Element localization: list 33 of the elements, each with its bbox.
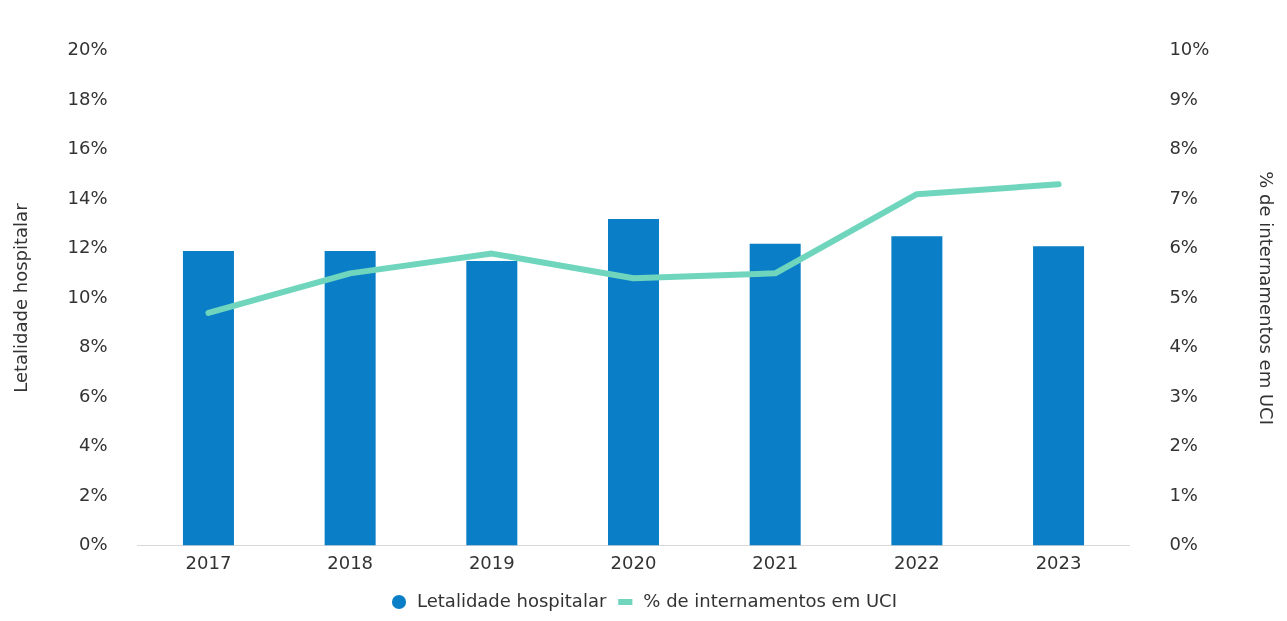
y-tick-label: 14% xyxy=(67,186,108,208)
y-tick-label: 10% xyxy=(67,285,108,307)
y2-tick-label: 0% xyxy=(1169,533,1198,555)
y-axis-title: Letalidade hospitalar xyxy=(10,202,32,393)
y2-tick-label: 7% xyxy=(1169,186,1198,208)
y2-tick-label: 2% xyxy=(1169,434,1198,456)
y-tick-label: 20% xyxy=(67,38,108,60)
y-tick-label: 6% xyxy=(79,384,108,406)
y2-tick-label: 8% xyxy=(1169,137,1198,159)
y2-tick-label: 1% xyxy=(1169,483,1198,505)
y-tick-label: 12% xyxy=(67,236,108,258)
y-tick-label: 8% xyxy=(79,335,108,357)
y2-tick-label: 5% xyxy=(1169,285,1198,307)
y2-tick-label: 3% xyxy=(1169,384,1198,406)
legend-label: Letalidade hospitalar xyxy=(417,589,607,611)
y2-tick-label: 4% xyxy=(1169,335,1198,357)
y2-tick-label: 6% xyxy=(1169,236,1198,258)
y-tick-label: 4% xyxy=(79,434,108,456)
y-tick-label: 2% xyxy=(79,483,108,505)
y2-tick-label: 9% xyxy=(1169,87,1198,109)
x-tick-label: 2019 xyxy=(468,551,515,573)
y2-axis-title: % de internamentos em UCI xyxy=(1255,171,1277,425)
y-tick-label: 16% xyxy=(67,137,108,159)
x-tick-label: 2023 xyxy=(1035,551,1082,573)
x-tick-label: 2020 xyxy=(610,551,657,573)
legend-label: % de internamentos em UCI xyxy=(643,589,897,611)
x-tick-label: 2021 xyxy=(752,551,799,573)
x-tick-label: 2022 xyxy=(893,551,940,573)
y-tick-label: 18% xyxy=(67,87,108,109)
x-tick-label: 2018 xyxy=(327,551,374,573)
x-tick-label: 2017 xyxy=(185,551,232,573)
y-tick-label: 0% xyxy=(79,533,108,555)
y2-tick-label: 10% xyxy=(1169,38,1210,60)
